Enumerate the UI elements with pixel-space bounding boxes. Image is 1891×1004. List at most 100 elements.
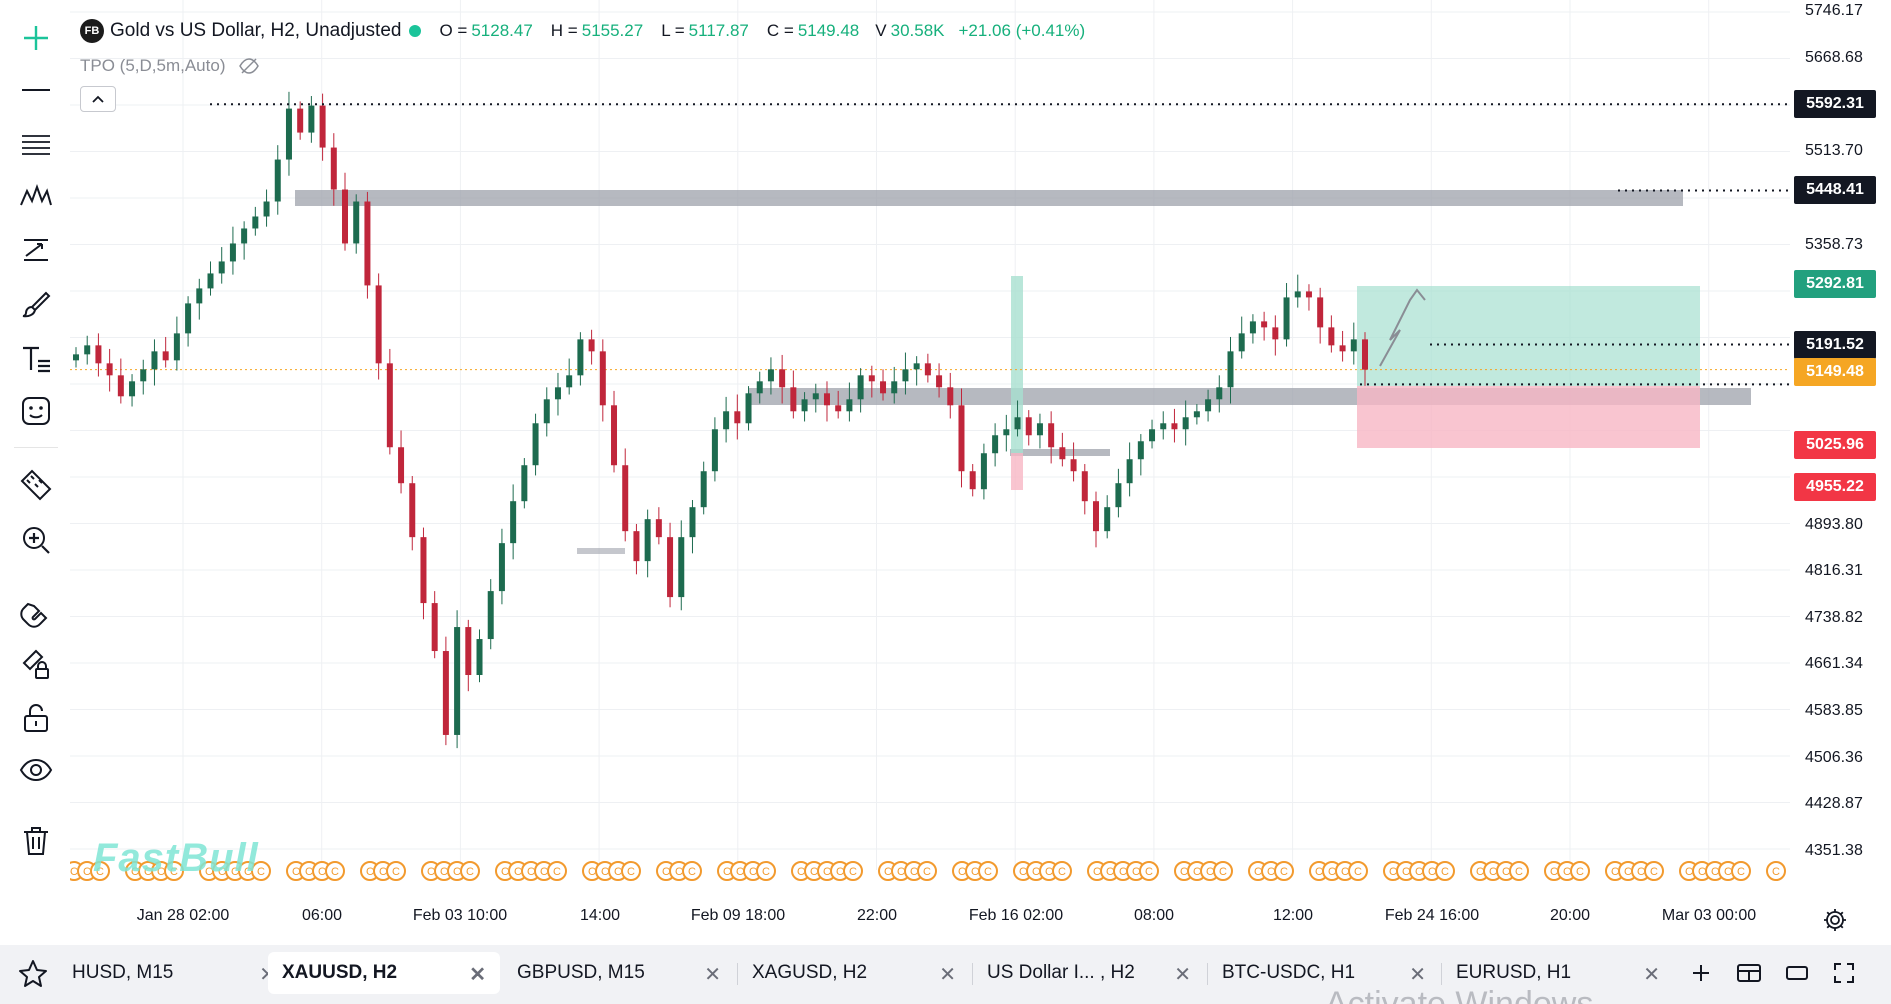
event-marker <box>1509 861 1529 881</box>
layout-icon[interactable] <box>1733 957 1765 989</box>
trend-line-icon[interactable] <box>14 68 58 112</box>
event-marker-glyph: C <box>588 866 596 878</box>
fullscreen-icon[interactable] <box>1828 957 1860 989</box>
symbol-tab-active[interactable]: XAUUSD, H2 ✕ <box>268 952 500 994</box>
event-marker-glyph: C <box>1698 866 1706 878</box>
event-marker-glyph: C <box>1576 866 1584 878</box>
ohlc-low-value: 5117.87 <box>688 21 749 40</box>
symbol-tab[interactable]: HUSD, M15✕ <box>58 952 290 994</box>
time-tick: 06:00 <box>301 907 343 924</box>
event-marker-glyph: C <box>501 866 509 878</box>
event-marker-glyph: C <box>244 866 252 878</box>
horizontal-lines-icon[interactable] <box>14 122 58 166</box>
text-tool-icon[interactable] <box>14 337 58 381</box>
candle-body <box>73 354 79 361</box>
candle-body <box>106 363 113 376</box>
brush-icon[interactable] <box>14 283 58 327</box>
event-marker-glyph: C <box>1193 866 1201 878</box>
lock-drawing-icon[interactable] <box>14 643 58 687</box>
symbol-tab[interactable]: EURUSD, H1 ✕ <box>1442 952 1674 994</box>
candle-body <box>588 339 595 352</box>
gear-icon[interactable] <box>1820 905 1850 935</box>
price-tick: 5513.70 <box>1805 142 1863 159</box>
small-zone <box>577 548 625 554</box>
symbol-tab[interactable]: XAGUSD, H2 ✕ <box>738 952 970 994</box>
candle-body <box>252 216 259 229</box>
ohlc-close-key: C = <box>766 21 794 40</box>
close-icon[interactable]: ✕ <box>704 964 721 986</box>
trash-icon[interactable] <box>14 819 58 863</box>
emoji-icon[interactable] <box>14 389 58 433</box>
candle-body <box>207 273 214 289</box>
candle-body <box>1149 429 1156 442</box>
candle-body <box>633 531 640 562</box>
ruler-icon[interactable] <box>14 463 58 507</box>
candle-body <box>196 288 203 304</box>
event-marker-glyph: C <box>627 866 635 878</box>
price-levels <box>210 103 1790 386</box>
event-marker-glyph: C <box>1093 866 1101 878</box>
event-marker-glyph: C <box>205 866 213 878</box>
window-icon[interactable] <box>1781 957 1813 989</box>
candle-body <box>1350 339 1357 352</box>
candle-body <box>1227 351 1234 388</box>
candle-body <box>532 423 539 466</box>
candle-body <box>756 381 763 394</box>
event-marker-glyph: C <box>1315 866 1323 878</box>
candle-body <box>95 345 102 364</box>
projection-icon[interactable] <box>14 228 58 272</box>
event-marker-glyph: C <box>218 866 226 878</box>
price-axis[interactable]: 5746.17 5668.68 5513.70 5358.73 4893.80 … <box>1790 0 1891 895</box>
symbol-tab[interactable]: US Dollar I... , H2 ✕ <box>973 952 1205 994</box>
time-axis[interactable]: Jan 28 02:00 06:00 Feb 03 10:00 14:00 Fe… <box>70 895 1790 945</box>
tab-divider <box>1441 963 1442 985</box>
close-icon[interactable]: ✕ <box>1174 964 1191 986</box>
unlock-icon[interactable] <box>14 696 58 740</box>
last-price-badge: 5149.48 <box>1794 358 1876 386</box>
event-marker-glyph: C <box>466 866 474 878</box>
time-tick: Feb 16 02:00 <box>968 907 1064 924</box>
close-icon[interactable]: ✕ <box>1643 964 1660 986</box>
eye-icon[interactable] <box>14 748 58 792</box>
time-tick: 20:00 <box>1549 907 1591 924</box>
level-badge: 5191.52 <box>1794 331 1876 359</box>
candle-body <box>1171 423 1178 430</box>
symbol-tab[interactable]: GBPUSD, M15 ✕ <box>503 952 735 994</box>
chevron-up-icon <box>92 95 104 103</box>
volume-key: V <box>875 21 887 40</box>
event-marker <box>90 861 110 881</box>
hidden-eye-icon[interactable] <box>239 58 260 74</box>
candle-body <box>801 399 808 412</box>
candle-body <box>173 333 180 361</box>
indicator-label[interactable]: TPO (5,D,5m,Auto) <box>80 56 226 75</box>
price-change: +21.06 (+0.41%) <box>958 21 1086 40</box>
event-marker-glyph: C <box>1145 866 1153 878</box>
event-marker-glyph: C <box>984 866 992 878</box>
candle-body <box>689 507 696 538</box>
candle-body <box>655 519 662 538</box>
crosshair-icon[interactable] <box>14 16 58 60</box>
candle-body <box>767 369 774 382</box>
event-marker-glyph: C <box>1106 866 1114 878</box>
event-marker <box>1274 861 1294 881</box>
candle-body <box>319 105 326 148</box>
collapse-legend-button[interactable] <box>80 86 116 112</box>
close-icon[interactable]: ✕ <box>939 964 956 986</box>
price-tick: 4893.80 <box>1805 516 1863 533</box>
event-marker-glyph: C <box>1019 866 1027 878</box>
symbol-tab[interactable]: BTC-USDC, H1 ✕ <box>1208 952 1440 994</box>
magnet-icon[interactable] <box>14 590 58 634</box>
candle-body <box>1328 327 1335 346</box>
time-tick: 12:00 <box>1272 907 1314 924</box>
pattern-icon[interactable] <box>14 175 58 219</box>
add-tab-icon[interactable] <box>1685 957 1717 989</box>
candle-body <box>734 411 741 424</box>
event-marker-glyph: C <box>723 866 731 878</box>
symbol-title[interactable]: Gold vs US Dollar, H2, Unadjusted <box>110 20 402 41</box>
zoom-in-icon[interactable] <box>14 518 58 562</box>
close-icon[interactable]: ✕ <box>1409 964 1426 986</box>
star-icon[interactable] <box>16 957 50 991</box>
close-icon[interactable]: ✕ <box>469 964 486 986</box>
